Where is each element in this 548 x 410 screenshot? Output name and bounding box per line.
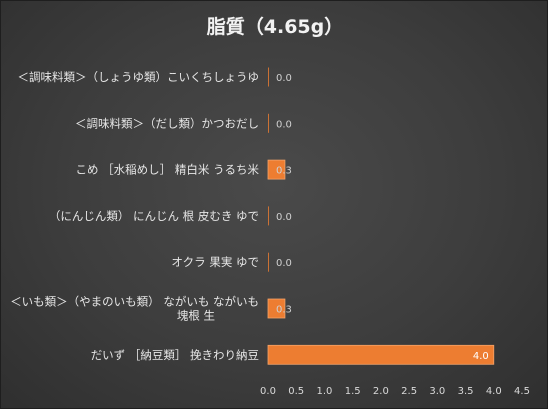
x-tick-label: 2.0 — [373, 386, 389, 397]
category-label: ＜調味料類＞（しょうゆ類）こいくちしょうゆ — [18, 70, 260, 84]
category-label: ＜調味料類＞（だし類）かつおだし — [75, 116, 259, 130]
category-label: ＜いも類＞（やまのいも類） ながいも ながいも塊根 生 — [10, 295, 259, 323]
x-tick-label: 3.0 — [429, 386, 445, 397]
bar — [268, 206, 269, 226]
x-tick-label: 0.0 — [260, 386, 276, 397]
x-tick-label: 1.0 — [316, 386, 332, 397]
bar — [268, 113, 269, 133]
bar — [267, 298, 286, 319]
x-tick-label: 4.5 — [514, 386, 530, 397]
category-label: オクラ 果実 ゆで — [171, 255, 259, 269]
bar — [268, 67, 269, 87]
data-label: 0.0 — [276, 73, 292, 84]
data-label: 4.0 — [473, 351, 489, 362]
category-label: こめ ［水稲めし］ 精白米 うるち米 — [76, 163, 260, 177]
data-label: 0.3 — [276, 166, 292, 177]
data-label: 0.0 — [276, 258, 292, 269]
category-label: （にんじん類） にんじん 根 皮むき ゆで — [49, 209, 259, 223]
bar — [267, 344, 495, 365]
bar — [268, 252, 269, 272]
chart-title: 脂質（4.65g） — [207, 15, 343, 38]
x-tick-label: 3.5 — [458, 386, 474, 397]
bar — [267, 159, 286, 180]
data-label: 0.0 — [276, 212, 292, 223]
data-label: 0.3 — [276, 305, 292, 316]
x-tick-label: 4.0 — [486, 386, 502, 397]
x-tick-label: 2.5 — [401, 386, 417, 397]
data-label: 0.0 — [276, 119, 292, 130]
category-label: だいず ［納豆類］ 挽きわり納豆 — [91, 348, 259, 362]
x-tick-label: 0.5 — [288, 386, 304, 397]
x-tick-label: 1.5 — [345, 386, 361, 397]
